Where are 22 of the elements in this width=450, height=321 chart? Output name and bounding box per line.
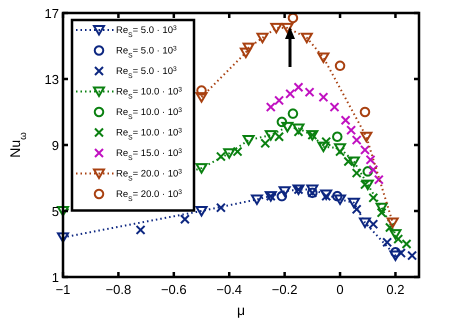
legend-label: Re$_{S}$= 5.0 · 10$^{3}$ xyxy=(116,66,177,80)
legend-label: Re$_{S}$= 20.0 · 10$^{3}$ xyxy=(116,168,182,182)
legend-label: Re$_{S}$= 5.0 · 10$^{3}$ xyxy=(116,45,177,59)
legend-label: Re$_{S}$= 15.0 · 10$^{3}$ xyxy=(116,148,182,162)
legend-label: Re$_{S}$= 20.0 · 10$^{3}$ xyxy=(116,188,182,202)
x-tick-label: −0.8 xyxy=(106,282,132,297)
y-tick-label: 13 xyxy=(44,72,59,87)
y-tick-label: 17 xyxy=(44,6,59,21)
x-tick-label: −0.2 xyxy=(272,282,298,297)
legend-label: Re$_{S}$= 10.0 · 10$^{3}$ xyxy=(116,127,182,141)
x-tick-label: −0.4 xyxy=(216,282,242,297)
x-tick-label: −1 xyxy=(56,282,70,297)
legend-label: Re$_{S}$= 5.0 · 10$^{3}$ xyxy=(116,24,177,38)
legend-label: Re$_{S}$= 10.0 · 10$^{3}$ xyxy=(116,86,182,100)
y-tick-label: 5 xyxy=(52,204,59,219)
legend-label: Re$_{S}$= 10.0 · 10$^{3}$ xyxy=(116,106,182,120)
x-tick-label: −0.6 xyxy=(160,282,187,297)
x-axis-title: μ xyxy=(236,302,246,318)
y-tick-label: 1 xyxy=(52,270,59,285)
x-tick-label: 0 xyxy=(336,282,344,297)
y-tick-label: 9 xyxy=(52,138,59,153)
x-tick-label: 0.2 xyxy=(386,282,404,297)
